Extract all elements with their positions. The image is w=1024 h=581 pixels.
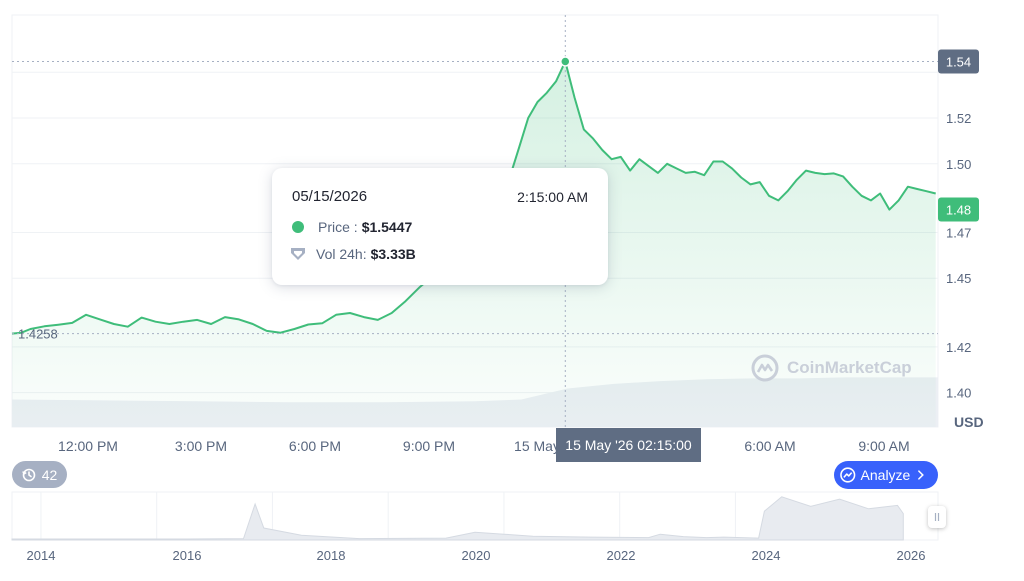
history-badge[interactable]: 42 (12, 461, 67, 488)
navigator-right-handle[interactable] (928, 506, 946, 528)
navigator-year-label: 2024 (752, 548, 781, 563)
history-clock-icon (21, 468, 36, 481)
navigator-year-label: 2022 (607, 548, 636, 563)
x-tick-label: 9:00 PM (403, 438, 455, 454)
open-price-label: 1.4258 (18, 327, 58, 342)
x-tick-label: 3:00 PM (175, 438, 227, 454)
analyze-icon (840, 467, 856, 483)
x-tick-label: 15 May (514, 438, 560, 454)
drag-handle-icon (934, 513, 940, 521)
coinmarketcap-logo-icon (751, 354, 779, 382)
y-tick-label: 1.47 (946, 225, 971, 240)
tooltip-volume-label: Vol 24h: (316, 246, 367, 262)
max-price-tag: 1.54 (938, 49, 979, 74)
chevron-right-icon (918, 470, 925, 480)
max-price-tag-bg (938, 49, 979, 74)
y-tick-label: 1.40 (946, 386, 971, 401)
price-tooltip: 05/15/2026 2:15:00 AM Price : $1.5447 Vo… (272, 168, 608, 285)
crosshair-time-label: 15 May '26 02:15:00 (556, 428, 701, 462)
x-tick-label: 9:00 AM (858, 438, 909, 454)
current-price-tag-text: 1.48 (946, 203, 971, 218)
tooltip-time: 2:15:00 AM (517, 188, 588, 205)
y-tick-label: 1.52 (946, 111, 971, 126)
navigator-year-label: 2026 (897, 548, 926, 563)
navigator-year-label: 2014 (27, 548, 56, 563)
x-tick-label: 12:00 PM (58, 438, 118, 454)
y-axis-title: USD (954, 414, 984, 430)
analyze-button-label: Analyze (860, 467, 911, 483)
navigator-year-label: 2018 (317, 548, 346, 563)
volume-icon (290, 247, 306, 261)
price-line (11, 60, 936, 335)
watermark-text: CoinMarketCap (787, 358, 912, 377)
x-tick-label: 6:00 PM (289, 438, 341, 454)
max-price-tag-text: 1.54 (946, 54, 971, 69)
navigator-profile (11, 496, 904, 541)
tooltip-date: 05/15/2026 (292, 188, 368, 205)
navigator-year-label: 2016 (173, 548, 202, 563)
coinmarketcap-watermark: CoinMarketCap (751, 354, 912, 382)
price-dot-icon (292, 221, 304, 233)
history-badge-count: 42 (41, 466, 58, 483)
y-tick-label: 1.42 (946, 340, 971, 355)
current-price-tag: 1.48 (938, 197, 979, 222)
x-tick-label: 6:00 AM (744, 438, 795, 454)
y-tick-label: 1.45 (946, 271, 971, 286)
navigator-year-label: 2020 (462, 548, 491, 563)
tooltip-price-value: $1.5447 (361, 219, 413, 235)
tooltip-price-label: Price : (318, 219, 358, 235)
hover-point (560, 56, 571, 67)
current-price-tag-bg (938, 197, 979, 222)
y-tick-label: 1.50 (946, 157, 971, 172)
analyze-button[interactable]: Analyze (834, 461, 938, 489)
tooltip-volume-value: $3.33B (370, 246, 416, 262)
